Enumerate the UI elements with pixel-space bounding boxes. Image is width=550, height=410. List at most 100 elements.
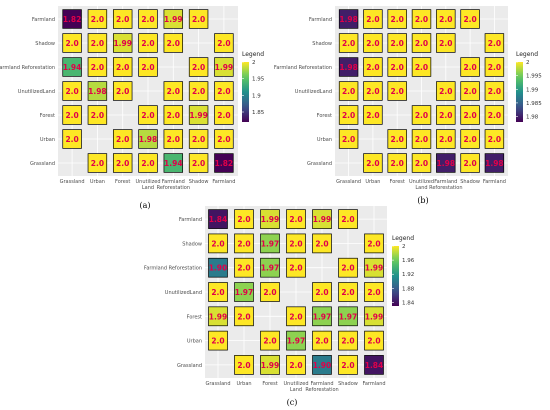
heatmap-cell <box>163 33 184 53</box>
heatmap-cell <box>338 282 358 302</box>
heatmap-cell <box>460 129 480 149</box>
cell-value-label: 2.0 <box>91 111 104 120</box>
cell-value-label: 2.0 <box>367 288 380 297</box>
heatmap-cell <box>112 81 133 101</box>
heatmap-cell <box>436 105 456 125</box>
cell-value-label: 2.0 <box>192 87 205 96</box>
cell-value-label: 2.0 <box>91 39 104 48</box>
cell-value-label: 2.0 <box>463 135 476 144</box>
heatmap-cell <box>208 306 228 327</box>
x-tick-label: Farmland <box>362 381 385 387</box>
y-tick-label: Farmland <box>32 17 55 23</box>
cell-value-label: 2.0 <box>211 337 224 346</box>
heatmap-cell <box>260 233 280 254</box>
heatmap-cell <box>214 153 234 173</box>
cell-value-label: 2.0 <box>463 15 476 24</box>
legend-tick-label: 2 <box>252 60 256 66</box>
heatmap-cell <box>387 57 407 77</box>
y-tick-label: UnutilizedLand <box>165 290 202 296</box>
cell-value-label: 1.99 <box>261 361 280 370</box>
heatmap-cell <box>286 306 306 327</box>
cell-value-label: 2.0 <box>488 135 501 144</box>
cell-value-label: 2.0 <box>211 239 224 248</box>
x-tick-label: Shadow <box>189 179 209 185</box>
x-tick-label: Unutilized Land <box>284 381 309 393</box>
cell-value-label: 2.0 <box>217 111 230 120</box>
heatmap-cell <box>112 57 133 77</box>
cell-value-label: 1.98 <box>88 87 107 96</box>
heatmap-cell <box>163 81 184 101</box>
heatmap-cell <box>312 209 332 229</box>
y-tick-label: Urban <box>40 137 55 143</box>
cell-value-label: 2.0 <box>391 15 404 24</box>
cell-value-label: 2.0 <box>367 239 380 248</box>
heatmap-cell <box>188 81 209 101</box>
heatmap-cell <box>436 153 456 173</box>
cell-value-label: 2.0 <box>141 39 154 48</box>
cell-value-label: 2.0 <box>217 135 230 144</box>
heatmap-cell <box>112 9 133 29</box>
heatmap-cell <box>286 257 306 278</box>
cell-value-label: 2.0 <box>237 264 250 273</box>
panel-label: (a) <box>139 201 150 210</box>
y-tick-label: Farmland Reforestation <box>274 65 332 71</box>
cell-value-label: 2.0 <box>289 361 302 370</box>
cell-value-label: 2.0 <box>463 159 476 168</box>
heatmap-cell <box>484 81 505 101</box>
y-tick-label: Shadow <box>312 41 332 47</box>
legend-tick-label: 1.99 <box>526 87 539 93</box>
y-tick-label: UnutilizedLand <box>18 89 55 95</box>
cell-value-label: 2.0 <box>341 215 354 224</box>
heatmap-cell <box>338 355 358 375</box>
heatmap-cell <box>436 81 456 101</box>
heatmap-cell <box>387 81 407 101</box>
cell-value-label: 2.0 <box>116 87 129 96</box>
cell-value-label: 2.0 <box>366 15 379 24</box>
cell-value-label: 1.84 <box>365 361 384 370</box>
heatmap-cell <box>188 153 209 173</box>
cell-value-label: 2.0 <box>415 15 428 24</box>
heatmap-cell <box>208 330 228 351</box>
legend-tick-label: 1.985 <box>526 101 542 107</box>
cell-value-label: 2.0 <box>439 135 452 144</box>
cell-value-label: 2.0 <box>439 111 452 120</box>
cell-value-label: 2.0 <box>237 239 250 248</box>
x-tick-label: Shadow <box>460 179 480 185</box>
cell-value-label: 2.0 <box>391 39 404 48</box>
y-tick-label: Urban <box>317 137 332 143</box>
y-tick-label: UnutilizedLand <box>295 89 332 95</box>
x-tick-label: Grassland <box>336 179 361 185</box>
heatmap-cell <box>234 257 254 278</box>
heatmap-cell <box>87 105 108 125</box>
heatmap-cell <box>163 105 184 125</box>
cell-value-label: 2.0 <box>65 87 78 96</box>
heatmap-cell <box>214 57 234 77</box>
cell-value-label: 2.0 <box>91 15 104 24</box>
heatmap-cell <box>460 153 480 173</box>
heatmap-cell <box>62 129 82 149</box>
x-tick-label: Unutilized Land <box>409 179 434 191</box>
heatmap-cell <box>163 153 184 173</box>
heatmap-cell <box>62 9 82 29</box>
heatmap-cell <box>138 105 158 125</box>
x-tick-label: Forest <box>115 179 130 185</box>
heatmap-cell <box>411 57 432 77</box>
heatmap-cell <box>188 57 209 77</box>
y-tick-label: Forest <box>40 113 55 119</box>
heatmap-cell <box>411 105 432 125</box>
heatmap-cell <box>260 209 280 229</box>
panel-label: (c) <box>287 398 298 407</box>
cell-value-label: 2.0 <box>289 264 302 273</box>
heatmap-cell <box>312 330 332 351</box>
heatmap-cell <box>214 105 234 125</box>
heatmap-cell <box>163 9 184 29</box>
heatmap-cell <box>62 57 82 77</box>
heatmap-cell <box>62 33 82 53</box>
cell-value-label: 2.0 <box>167 111 180 120</box>
cell-value-label: 2.0 <box>141 15 154 24</box>
heatmap-cell <box>87 33 108 53</box>
heatmap-panel-c: 1.84 2.0 1.99 2.0 1.99 2.0 2.0 2.0 1.97 2.0 2.0 2.0… <box>144 206 415 407</box>
cell-value-label: 2.0 <box>341 337 354 346</box>
heatmap-cell <box>138 33 158 53</box>
cell-value-label: 2.0 <box>116 135 129 144</box>
